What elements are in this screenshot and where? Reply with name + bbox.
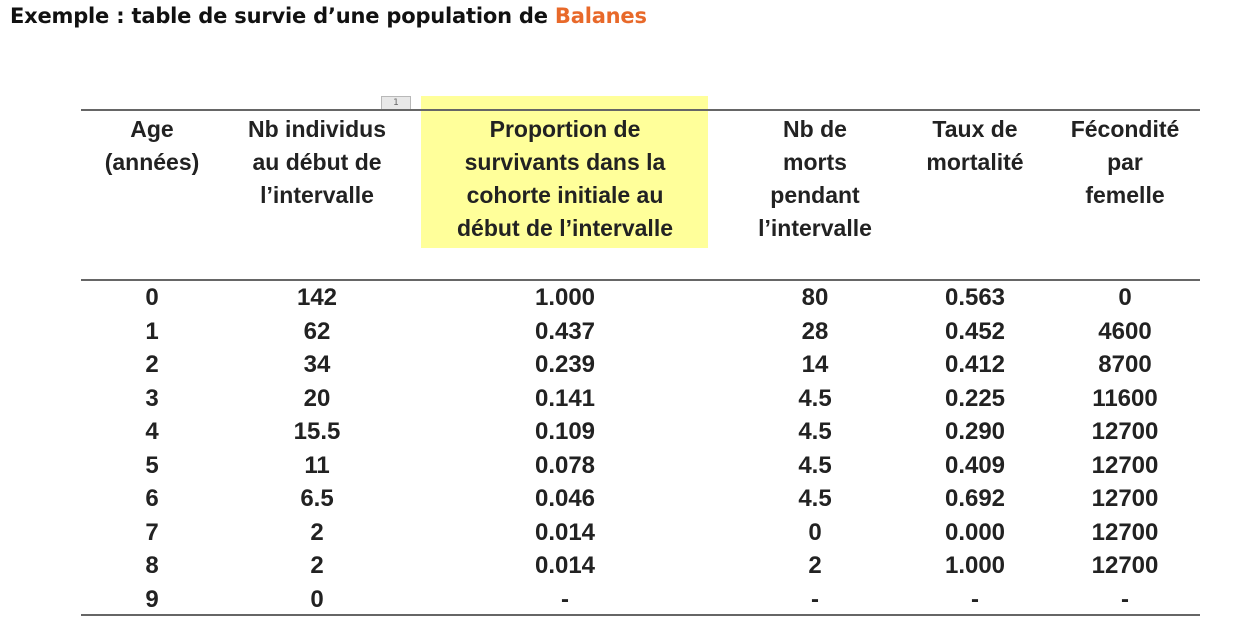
table-bottom-rule	[81, 614, 1200, 616]
header-line: par	[1107, 149, 1143, 175]
cell-nb-individus: 11	[304, 451, 330, 479]
cell-age: 8	[145, 552, 159, 579]
cell-fecondite: 12700	[1091, 485, 1159, 512]
cell-nb-individus: 15.5	[293, 418, 341, 445]
cell-taux-mortalite: -	[971, 585, 979, 613]
header-line: Nb de	[783, 116, 847, 142]
cell-taux-mortalite: 0.412	[944, 351, 1006, 378]
cell-proportion-survivants: 0.109	[534, 418, 596, 445]
cell-nb-morts: 14	[801, 351, 829, 378]
cell-taux-mortalite: 0.000	[944, 518, 1006, 546]
cell-proportion-survivants: 0.078	[534, 451, 596, 479]
cell-proportion-survivants: 1.000	[534, 284, 596, 311]
cell-age: 3	[145, 384, 159, 412]
cell-fecondite: 0	[1118, 284, 1132, 311]
cell-taux-mortalite: 0.452	[944, 317, 1006, 345]
header-line: survivants dans la	[464, 149, 666, 175]
page-title: Exemple : table de survie d’une populati…	[10, 4, 647, 28]
table-top-rule	[81, 109, 1200, 111]
header-line: au début de	[252, 149, 382, 175]
cell-nb-morts: 4.5	[798, 485, 832, 512]
header-line: Fécondité	[1070, 116, 1180, 142]
header-line: Taux de	[932, 116, 1018, 142]
cell-proportion-survivants: 0.437	[534, 317, 596, 345]
header-line: Age	[130, 116, 174, 142]
cell-proportion-survivants: 0.014	[534, 552, 596, 579]
cell-age: 2	[145, 351, 159, 378]
cell-nb-individus: 2	[310, 552, 324, 579]
header-line: Nb individus	[248, 116, 386, 142]
header-line: femelle	[1085, 182, 1165, 208]
column-header-nb-morts: Nb de morts pendant l’intervalle	[758, 113, 872, 245]
cell-age: 0	[145, 284, 159, 311]
title-prefix: Exemple : table de survie d’une populati…	[10, 4, 555, 28]
column-header-age: Age (années)	[105, 113, 200, 179]
highlighted-column-background	[421, 96, 708, 248]
cell-nb-morts: 4.5	[798, 451, 832, 479]
cell-nb-individus: 142	[296, 284, 338, 311]
cell-taux-mortalite: 0.563	[944, 284, 1006, 311]
slide-marker: 1	[381, 96, 411, 110]
column-header-taux-mortalite: Taux de mortalité	[926, 113, 1023, 179]
cell-fecondite: 12700	[1091, 518, 1159, 546]
header-line: l’intervalle	[260, 182, 374, 208]
cell-age: 1	[145, 317, 159, 345]
cell-nb-morts: 28	[801, 317, 829, 345]
cell-taux-mortalite: 1.000	[944, 552, 1006, 579]
cell-nb-individus: 6.5	[300, 485, 334, 512]
cell-taux-mortalite: 0.225	[944, 384, 1006, 412]
cell-nb-morts: 4.5	[798, 384, 832, 412]
cell-proportion-survivants: 0.141	[534, 384, 596, 412]
column-header-nb-individus: Nb individus au début de l’intervalle	[248, 113, 386, 212]
header-line: (années)	[104, 149, 200, 175]
cell-fecondite: 11600	[1092, 384, 1158, 412]
title-highlight: Balanes	[554, 4, 647, 28]
cell-fecondite: 12700	[1091, 451, 1159, 479]
cell-taux-mortalite: 0.692	[944, 485, 1006, 512]
cell-proportion-survivants: 0.046	[534, 485, 596, 512]
header-line: morts	[783, 149, 847, 175]
cell-taux-mortalite: 0.409	[944, 451, 1006, 479]
header-line: pendant	[770, 182, 860, 208]
cell-nb-morts: 80	[801, 284, 829, 311]
cell-fecondite: 8700	[1098, 351, 1152, 378]
cell-nb-morts: -	[811, 585, 819, 613]
cell-nb-individus: 62	[303, 317, 331, 345]
header-line: début de l’intervalle	[457, 215, 673, 241]
header-line: l’intervalle	[758, 215, 872, 241]
cell-fecondite: -	[1121, 585, 1129, 613]
cell-age: 5	[145, 451, 159, 479]
cell-fecondite: 12700	[1091, 552, 1159, 579]
cell-nb-morts: 0	[808, 518, 822, 546]
cell-nb-individus: 20	[303, 384, 331, 412]
cell-age: 6	[145, 485, 159, 512]
header-line: Proportion de	[489, 116, 641, 142]
cell-age: 9	[145, 585, 159, 613]
header-line: cohorte initiale au	[466, 182, 664, 208]
cell-fecondite: 12700	[1091, 418, 1159, 445]
cell-taux-mortalite: 0.290	[944, 418, 1006, 445]
cell-age: 7	[145, 518, 159, 546]
cell-nb-morts: 2	[808, 552, 822, 579]
cell-proportion-survivants: 0.239	[534, 351, 596, 378]
column-header-proportion-survivants: Proportion de survivants dans la cohorte i…	[457, 113, 673, 245]
cell-proportion-survivants: 0.014	[534, 518, 596, 546]
cell-proportion-survivants: -	[561, 585, 569, 613]
cell-nb-individus: 0	[310, 585, 324, 613]
cell-nb-individus: 2	[310, 518, 324, 546]
header-line: mortalité	[926, 149, 1024, 175]
cell-nb-individus: 34	[303, 351, 331, 378]
cell-fecondite: 4600	[1098, 317, 1152, 345]
cell-nb-morts: 4.5	[798, 418, 832, 445]
cell-age: 4	[145, 418, 159, 445]
column-header-fecondite: Fécondité par femelle	[1071, 113, 1180, 212]
table-header-rule	[81, 279, 1200, 281]
